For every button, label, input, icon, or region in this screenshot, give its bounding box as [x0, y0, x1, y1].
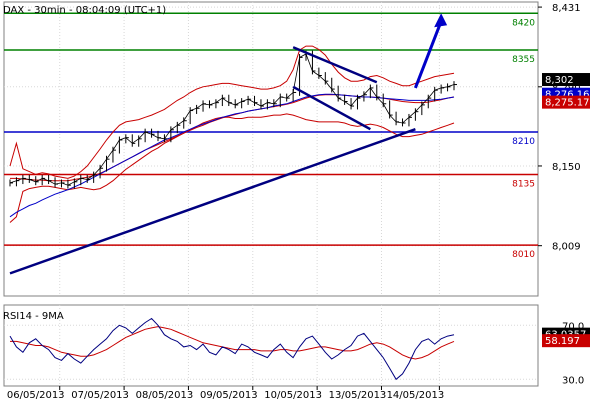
level-label: 8135 — [512, 179, 535, 189]
x-axis-label: 06/05/2013 — [7, 390, 65, 400]
price-tag-label: 8,276.16 — [545, 90, 590, 101]
price-panel: 8,4318,2908,1508,00984208355821081358010… — [3, 1, 590, 297]
bollinger-upper-line — [9, 45, 455, 179]
x-axis-label: 08/05/2013 — [136, 390, 194, 400]
bollinger-mid-line — [10, 94, 455, 182]
price-axis-label: 8,431 — [552, 3, 581, 14]
x-axis-label: 10/05/2013 — [264, 390, 322, 400]
rsi-ma-line — [10, 326, 455, 360]
trendline — [292, 85, 371, 131]
price-frame — [3, 1, 539, 297]
chart-title: DAX - 30min - 08:04:09 (UTC+1) — [3, 5, 166, 16]
trendline — [292, 46, 378, 84]
x-axis-label: 14/05/2013 — [387, 390, 445, 400]
level-label: 8355 — [512, 55, 535, 65]
price-tag-label: 8,275.17 — [545, 98, 590, 109]
rsi-tag-label: 58.197 — [545, 336, 580, 347]
rsi-tag — [542, 334, 590, 348]
price-tag-label: 8,302 — [545, 75, 574, 86]
sma-line — [9, 93, 455, 218]
price-tag — [542, 73, 590, 87]
rsi-frame — [3, 304, 539, 387]
rsi-title: RSI14 - 9MA — [3, 311, 64, 322]
rsi-panel: 70.030.063.035758.197 — [3, 304, 590, 387]
level-label: 8420 — [512, 18, 535, 28]
x-axis-label: 07/05/2013 — [71, 390, 129, 400]
x-axis: 06/05/2013 07/05/2013 08/05/2013 09/05/2013… — [7, 386, 444, 400]
level-label: 8010 — [512, 250, 535, 260]
rsi-line — [9, 317, 455, 381]
x-axis-label: 09/05/2013 — [200, 390, 258, 400]
rsi-axis-label: 30.0 — [562, 375, 584, 386]
projection-arrow-head — [434, 13, 448, 28]
rsi-axis-label: 70.0 — [562, 321, 584, 332]
level-label: 8210 — [512, 137, 535, 147]
price-line — [9, 53, 455, 186]
price-tag — [542, 95, 590, 109]
trendline — [9, 128, 416, 275]
price-axis-label: 8,009 — [552, 242, 581, 253]
x-axis-label: 13/05/2013 — [329, 390, 387, 400]
projection-arrow-shaft — [413, 20, 443, 89]
bollinger-lower-line — [9, 113, 455, 223]
price-axis-label: 8,150 — [552, 162, 581, 173]
